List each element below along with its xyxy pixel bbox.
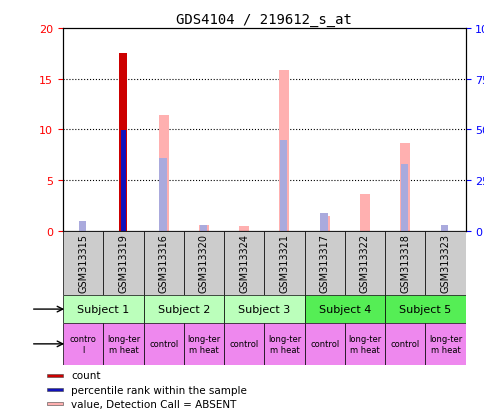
- Bar: [158, 116, 168, 231]
- Text: value, Detection Call = ABSENT: value, Detection Call = ABSENT: [71, 399, 236, 409]
- Bar: [279, 70, 289, 231]
- Text: GSM313323: GSM313323: [439, 234, 450, 293]
- Bar: [47, 388, 62, 391]
- Text: GSM313317: GSM313317: [319, 234, 329, 293]
- Bar: [424, 231, 465, 295]
- Text: control: control: [390, 339, 419, 349]
- Bar: [47, 374, 62, 377]
- Text: GSM313316: GSM313316: [158, 234, 168, 293]
- Bar: [264, 231, 304, 295]
- Bar: [47, 403, 62, 405]
- Bar: [63, 323, 103, 365]
- Bar: [121, 131, 125, 231]
- Text: long-ter
m heat: long-ter m heat: [348, 335, 381, 354]
- Text: long-ter
m heat: long-ter m heat: [187, 335, 220, 354]
- Bar: [224, 295, 304, 323]
- Text: long-ter
m heat: long-ter m heat: [267, 335, 301, 354]
- Bar: [224, 231, 264, 295]
- Bar: [224, 323, 264, 365]
- Text: count: count: [71, 370, 101, 380]
- Bar: [304, 231, 344, 295]
- Bar: [319, 216, 329, 231]
- Bar: [399, 143, 409, 231]
- Bar: [183, 323, 224, 365]
- Text: Subject 5: Subject 5: [398, 304, 451, 314]
- Text: percentile rank within the sample: percentile rank within the sample: [71, 385, 247, 394]
- Text: Subject 1: Subject 1: [77, 304, 129, 314]
- Text: long-ter
m heat: long-ter m heat: [106, 335, 140, 354]
- Text: GSM313320: GSM313320: [198, 234, 209, 293]
- Bar: [304, 323, 344, 365]
- Bar: [319, 213, 327, 231]
- Bar: [143, 231, 183, 295]
- Bar: [103, 323, 143, 365]
- Bar: [344, 231, 384, 295]
- Bar: [119, 54, 127, 231]
- Bar: [198, 225, 209, 231]
- Bar: [199, 225, 206, 231]
- Text: control: control: [149, 339, 178, 349]
- Text: GSM313321: GSM313321: [279, 234, 289, 293]
- Text: Subject 4: Subject 4: [318, 304, 370, 314]
- Text: contro
l: contro l: [70, 335, 96, 354]
- Bar: [143, 295, 224, 323]
- Text: Subject 3: Subject 3: [238, 304, 290, 314]
- Bar: [143, 323, 183, 365]
- Text: GSM313322: GSM313322: [359, 234, 369, 293]
- Text: Subject 2: Subject 2: [157, 304, 210, 314]
- Bar: [384, 323, 424, 365]
- Bar: [183, 231, 224, 295]
- Bar: [359, 195, 369, 231]
- Bar: [63, 231, 103, 295]
- Text: GSM313319: GSM313319: [118, 234, 128, 293]
- Text: control: control: [229, 339, 258, 349]
- Bar: [384, 231, 424, 295]
- Bar: [78, 221, 86, 231]
- Text: GSM313324: GSM313324: [239, 234, 249, 293]
- Text: long-ter
m heat: long-ter m heat: [428, 335, 461, 354]
- Text: GSM313315: GSM313315: [78, 234, 88, 293]
- Bar: [304, 295, 384, 323]
- Bar: [159, 159, 166, 231]
- Bar: [103, 231, 143, 295]
- Text: GSM313318: GSM313318: [399, 234, 409, 293]
- Bar: [264, 323, 304, 365]
- Bar: [440, 225, 447, 231]
- Bar: [400, 164, 407, 231]
- Bar: [384, 295, 465, 323]
- Bar: [344, 323, 384, 365]
- Text: control: control: [309, 339, 339, 349]
- Bar: [63, 295, 143, 323]
- Title: GDS4104 / 219612_s_at: GDS4104 / 219612_s_at: [176, 12, 351, 26]
- Bar: [424, 323, 465, 365]
- Bar: [279, 140, 287, 231]
- Bar: [239, 226, 249, 231]
